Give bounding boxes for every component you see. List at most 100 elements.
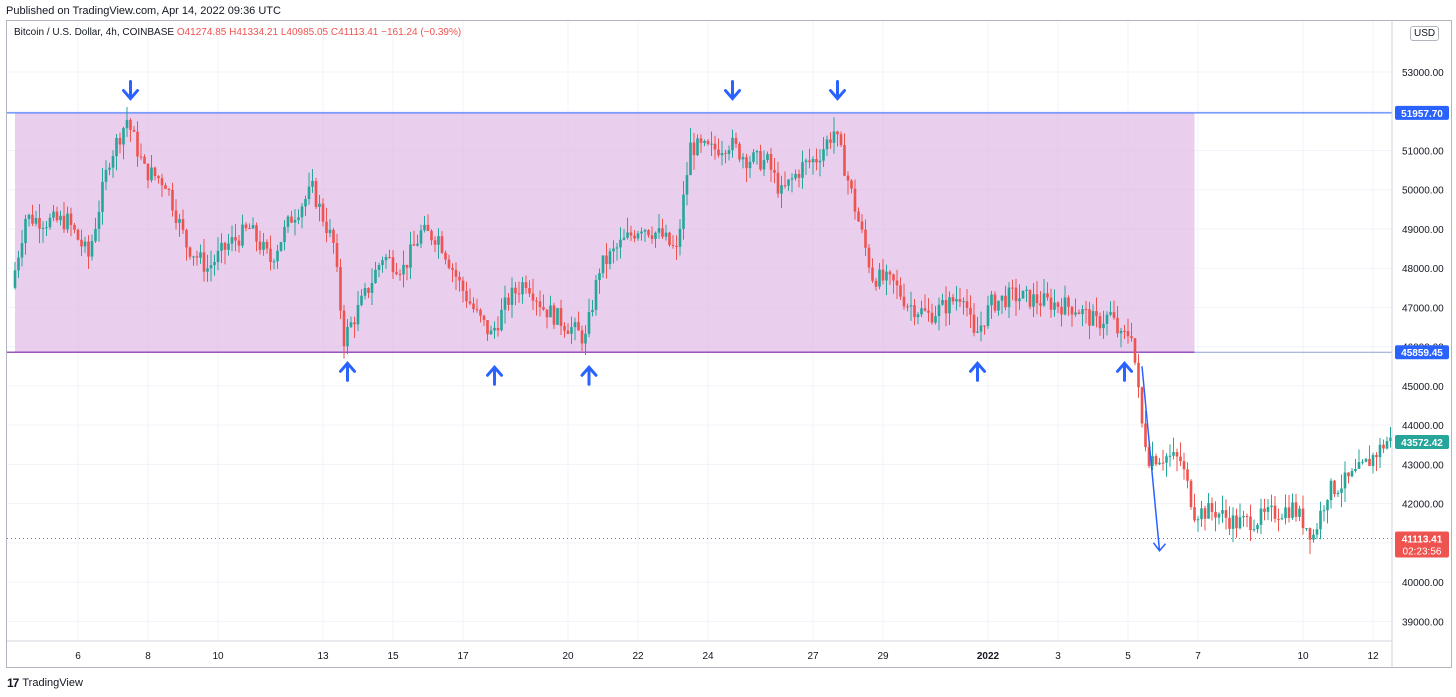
candle-body (549, 305, 552, 318)
candle-body (521, 282, 524, 295)
candle-body (1252, 529, 1256, 531)
candle-body (164, 185, 167, 190)
candle-body (668, 232, 671, 246)
candle-body (206, 268, 209, 272)
trend-arrow-head-icon (1152, 542, 1167, 552)
candle-body (17, 257, 20, 271)
price-chart[interactable]: 39000.0040000.0041000.0042000.0043000.00… (7, 21, 1451, 667)
candle-body (104, 169, 108, 182)
candle-body (990, 294, 993, 306)
candle-body (1263, 508, 1266, 512)
candle-body (1343, 472, 1347, 489)
bar-countdown: 02:23:56 (1403, 546, 1442, 557)
candle-body (958, 299, 962, 302)
candle-body (461, 280, 465, 291)
candle-body (538, 301, 542, 308)
high-value: H41334.21 (229, 27, 279, 38)
candle-body (1018, 298, 1021, 302)
candle-body (1165, 456, 1168, 463)
candle-body (332, 229, 335, 243)
candle-body (69, 213, 73, 225)
candle-body (80, 239, 83, 247)
candle-body (1046, 293, 1049, 298)
candle-body (1091, 311, 1095, 326)
candle-body (1172, 452, 1175, 456)
candle-body (703, 140, 706, 143)
candle-body (314, 180, 318, 208)
candle-body (321, 203, 325, 222)
candle-body (937, 304, 941, 317)
candle-body (629, 232, 633, 236)
candle-body (661, 228, 664, 237)
footer-brand: 17 TradingView (7, 676, 83, 690)
candle-body (724, 152, 727, 154)
candle-body (1319, 510, 1322, 530)
candle-body (1238, 517, 1242, 529)
candle-body (437, 236, 440, 245)
candle-body (31, 214, 34, 224)
candle-body (13, 270, 17, 288)
candle-body (902, 296, 906, 307)
candle-body (503, 297, 507, 310)
candle-body (416, 243, 419, 246)
x-tick-label: 24 (702, 651, 714, 662)
candle-body (248, 228, 251, 230)
candle-body (1084, 309, 1088, 311)
candle-body (766, 154, 769, 161)
candle-body (1389, 437, 1392, 442)
candle-body (769, 154, 773, 170)
candle-body (822, 149, 825, 161)
candle-body (1053, 302, 1056, 310)
candle-body (892, 274, 895, 281)
candle-body (979, 325, 983, 332)
x-tick-label: 8 (145, 651, 151, 662)
candle-body (1032, 294, 1035, 307)
candle-body (125, 119, 129, 129)
candle-body (843, 145, 846, 176)
candle-body (514, 287, 517, 294)
candle-body (1375, 454, 1378, 458)
candle-body (517, 293, 521, 295)
y-tick-label: 53000.00 (1402, 68, 1444, 79)
currency-label[interactable]: USD (1410, 26, 1440, 41)
candle-body (405, 264, 409, 268)
candle-body (962, 301, 965, 303)
candle-body (1042, 293, 1046, 306)
candle-body (1179, 456, 1182, 462)
candle-body (129, 119, 132, 130)
candle-body (720, 152, 724, 156)
candle-body (839, 134, 843, 146)
candle-body (1214, 511, 1217, 518)
candle-body (1102, 323, 1105, 329)
candle-body (1119, 330, 1123, 334)
candle-body (465, 290, 468, 302)
candle-body (1123, 330, 1126, 332)
candle-body (1088, 309, 1091, 326)
candle-body (780, 185, 783, 194)
candle-body (748, 161, 752, 169)
candle-body (45, 227, 48, 229)
candle-body (1322, 510, 1326, 512)
candles (13, 106, 1392, 555)
candle-body (223, 242, 227, 250)
candle-body (489, 330, 493, 335)
candle-body (66, 213, 69, 230)
candle-body (94, 228, 97, 242)
last-price-badge-bg (1395, 531, 1449, 558)
candle-body (1186, 469, 1189, 481)
candle-body (552, 305, 556, 325)
candle-body (174, 210, 178, 223)
candle-body (643, 230, 647, 232)
candle-body (570, 327, 573, 334)
symbol-legend: Bitcoin / U.S. Dollar, 4h, COINBASE O412… (14, 27, 461, 38)
candle-body (759, 151, 762, 170)
candle-body (1336, 492, 1340, 495)
candle-body (864, 229, 867, 248)
candle-body (335, 242, 339, 268)
candle-body (27, 214, 31, 219)
last-price-badge: 41113.41 (1402, 534, 1443, 545)
candle-body (475, 309, 479, 311)
arrow-down-icon (122, 80, 139, 101)
candle-body (710, 143, 713, 145)
candle-body (885, 271, 888, 281)
